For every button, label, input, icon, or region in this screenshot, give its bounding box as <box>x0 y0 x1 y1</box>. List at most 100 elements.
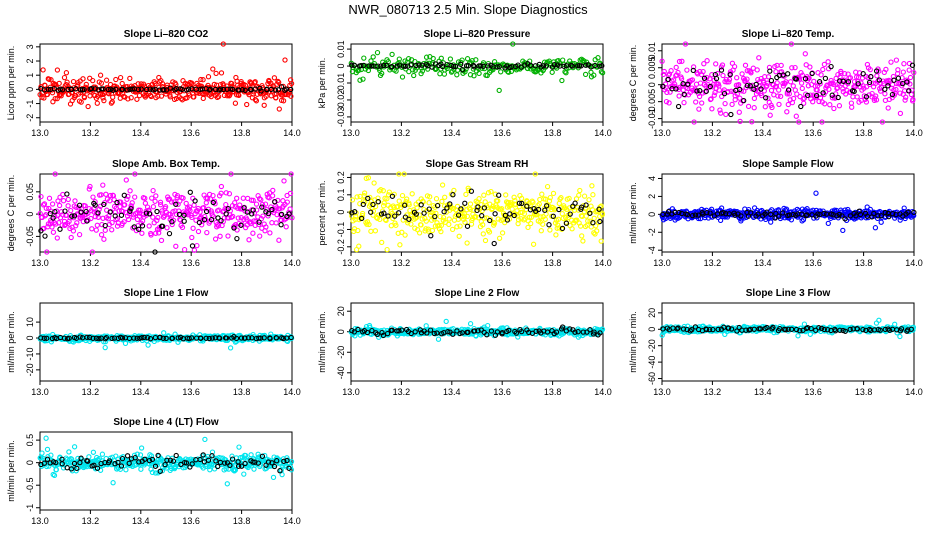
point-series-2 <box>471 64 477 70</box>
point-series-2 <box>507 211 513 217</box>
x-tick-label: 13.0 <box>31 516 49 526</box>
y-tick-label: -0.03 <box>336 107 346 128</box>
point-series-1 <box>146 223 152 229</box>
point-series-2 <box>159 223 166 229</box>
point-series-2 <box>785 326 791 332</box>
point-series-1 <box>154 217 160 224</box>
y-tick-label: -60 <box>647 372 657 385</box>
point-series-1 <box>691 119 697 125</box>
point-series-2 <box>413 211 419 217</box>
point-series-1 <box>110 94 116 100</box>
point-series-2 <box>689 212 696 219</box>
point-series-2 <box>835 94 841 101</box>
point-series-1 <box>360 76 366 82</box>
point-series-2 <box>41 335 47 341</box>
point-series-1 <box>585 218 591 224</box>
y-tick-label: 0.01 <box>647 42 657 60</box>
point-series-2 <box>713 75 720 82</box>
point-series-2 <box>546 222 552 228</box>
point-series-2 <box>842 328 848 334</box>
point-series-2 <box>38 228 44 234</box>
point-series-2 <box>821 326 827 333</box>
point-series-1 <box>99 451 106 457</box>
point-series-1 <box>158 237 165 244</box>
point-series-1 <box>825 59 831 65</box>
point-series-2 <box>721 90 728 97</box>
point-series-2 <box>244 209 250 215</box>
point-series-1 <box>188 80 195 86</box>
point-series-2 <box>360 201 366 208</box>
point-series-1 <box>745 103 752 110</box>
point-series-1 <box>230 213 236 220</box>
point-series-1 <box>530 199 536 205</box>
point-series-1 <box>176 208 182 214</box>
point-series-2 <box>459 330 465 336</box>
point-series-2 <box>773 210 779 217</box>
x-tick-label: 13.4 <box>132 258 150 268</box>
point-series-1 <box>195 228 202 235</box>
y-tick-label: 0 <box>25 212 35 217</box>
point-series-1 <box>476 70 482 77</box>
point-series-1 <box>150 204 157 210</box>
point-series-1 <box>209 449 216 455</box>
point-series-2 <box>863 94 870 100</box>
point-series-2 <box>65 86 71 93</box>
x-tick-label: 14.0 <box>594 387 612 397</box>
point-series-2 <box>44 456 51 462</box>
point-series-1 <box>451 187 457 194</box>
point-series-2 <box>575 63 581 69</box>
point-series-1 <box>197 209 203 215</box>
data-points <box>659 41 917 125</box>
y-axis-label: Licor ppm per min. <box>6 46 16 121</box>
point-series-1 <box>482 237 489 244</box>
point-series-1 <box>56 220 62 226</box>
point-series-2 <box>234 235 240 242</box>
point-series-2 <box>855 81 861 87</box>
point-series-2 <box>770 324 776 331</box>
point-series-1 <box>229 453 235 459</box>
data-points <box>348 171 606 253</box>
point-series-2 <box>112 461 118 467</box>
x-tick-label: 14.0 <box>905 128 923 138</box>
point-series-1 <box>672 81 678 87</box>
point-series-1 <box>87 93 93 99</box>
point-series-2 <box>434 202 441 209</box>
point-series-1 <box>785 101 791 108</box>
point-series-1 <box>167 94 173 100</box>
point-series-2 <box>231 225 237 231</box>
point-series-1 <box>737 118 743 125</box>
point-series-2 <box>842 216 848 222</box>
point-series-1 <box>666 100 672 106</box>
point-series-2 <box>726 211 732 217</box>
point-series-2 <box>829 92 835 98</box>
point-series-2 <box>107 209 113 215</box>
y-tick-label: -2 <box>647 228 657 236</box>
point-series-1 <box>215 223 222 229</box>
point-series-2 <box>57 226 63 232</box>
point-series-2 <box>273 335 280 341</box>
point-series-1 <box>234 195 240 201</box>
point-series-1 <box>423 54 430 60</box>
point-series-1 <box>897 217 903 223</box>
x-tick-label: 13.6 <box>493 128 511 138</box>
point-series-2 <box>496 192 502 198</box>
x-tick-label: 13.8 <box>855 387 873 397</box>
point-series-1 <box>370 208 377 214</box>
point-series-2 <box>201 217 208 223</box>
point-series-1 <box>353 213 359 219</box>
point-series-1 <box>421 206 427 213</box>
point-series-2 <box>695 212 701 218</box>
point-series-2 <box>282 87 288 93</box>
point-series-2 <box>450 331 456 337</box>
point-series-2 <box>572 329 578 335</box>
point-series-2 <box>494 329 501 335</box>
point-series-1 <box>416 230 423 236</box>
point-series-2 <box>257 335 264 341</box>
point-series-1 <box>801 100 807 106</box>
point-series-1 <box>357 201 363 207</box>
point-series-2 <box>144 335 151 341</box>
y-tick-label: -0.1 <box>336 222 346 238</box>
point-series-1 <box>586 197 592 203</box>
point-series-1 <box>560 215 566 221</box>
